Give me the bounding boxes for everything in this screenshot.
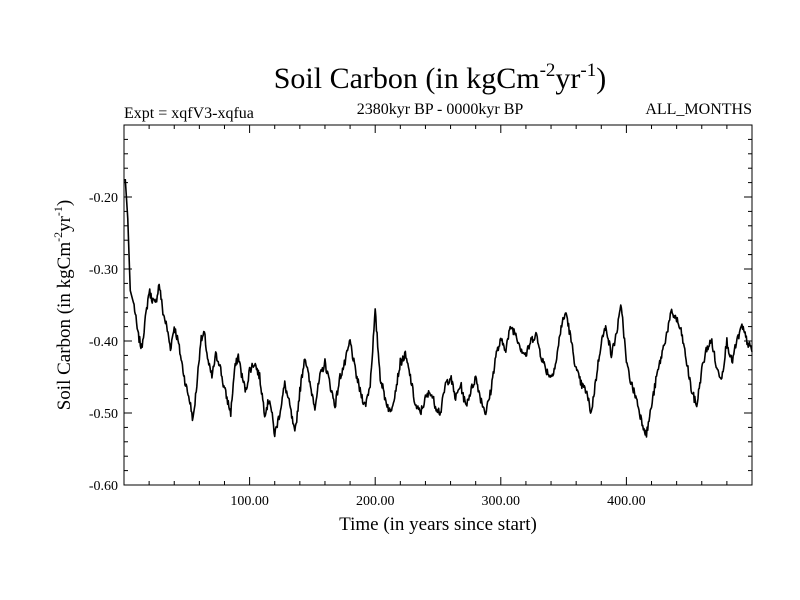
y-axis-ticks — [124, 138, 752, 472]
y-axis-tick-labels: -0.60 -0.50 -0.40 -0.30 -0.20 — [89, 191, 118, 494]
series-line-soil-carbon — [124, 178, 753, 438]
y-tick-label: -0.40 — [89, 335, 118, 350]
x-axis-tick-labels: 100.00 200.00 300.00 400.00 — [230, 494, 645, 509]
y-tick-label: -0.50 — [89, 407, 118, 422]
subtitle-months: ALL_MONTHS — [645, 101, 752, 118]
y-tick-label: -0.30 — [89, 263, 118, 278]
subtitle-experiment: Expt = xqfV3-xqfua — [124, 105, 254, 122]
y-tick-label: -0.60 — [89, 479, 118, 494]
x-tick-label: 200.00 — [356, 494, 395, 509]
subtitle-period: 2380kyr BP - 0000kyr BP — [357, 101, 524, 118]
y-tick-label: -0.20 — [89, 191, 118, 206]
x-axis-ticks — [148, 125, 728, 485]
x-tick-label: 100.00 — [230, 494, 269, 509]
x-tick-label: 400.00 — [607, 494, 646, 509]
x-tick-label: 300.00 — [482, 494, 521, 509]
y-axis-label: Soil Carbon (in kgCm-2yr-1) — [51, 200, 75, 411]
x-axis-label: Time (in years since start) — [339, 514, 537, 535]
plot-frame — [123, 124, 753, 486]
chart-title: Soil Carbon (in kgCm-2yr-1) — [274, 60, 607, 95]
